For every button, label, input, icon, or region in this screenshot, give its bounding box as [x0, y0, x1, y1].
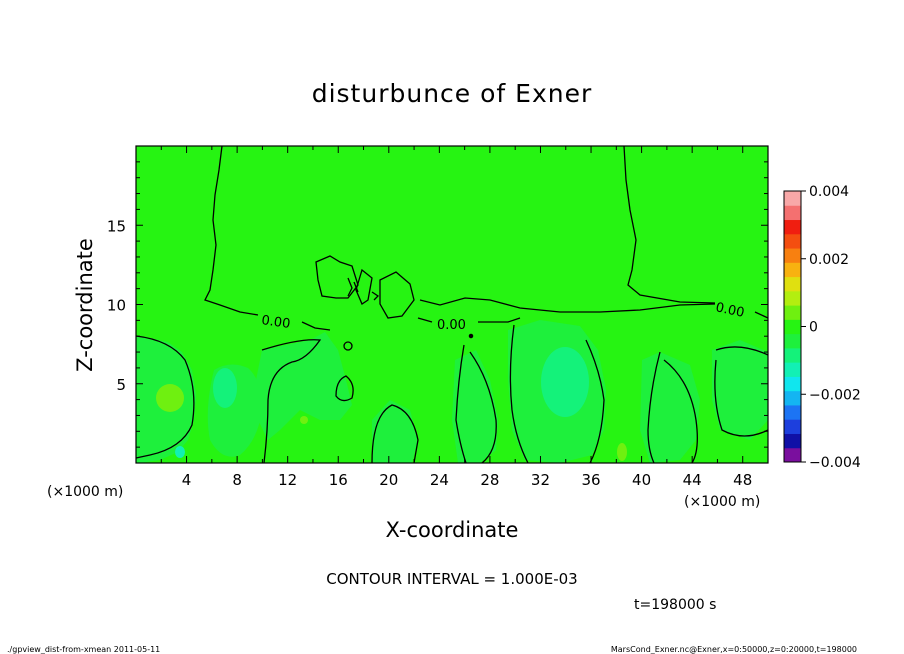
colorbar-swatch — [784, 376, 801, 392]
contour-label: 0.00 — [260, 313, 291, 332]
time-label: t=198000 s — [634, 597, 716, 613]
x-ticks: 4 8 12 16 20 24 28 32 36 40 44 48 — [160, 146, 752, 489]
x-tick-label: 12 — [278, 471, 297, 489]
y-axis-label: Z-coordinate — [73, 238, 97, 372]
x-axis-label: X-coordinate — [386, 518, 519, 542]
colorbar-swatch — [784, 433, 801, 449]
plot-area: 0.00 0.00 0.00 4 8 12 16 20 24 28 32 36 40 44 48 51… — [107, 145, 769, 489]
colorbar-swatch — [784, 276, 801, 292]
colorbar-swatch — [784, 390, 801, 406]
contour-label: 0.00 — [714, 300, 745, 321]
x-tick-label: 24 — [430, 471, 449, 489]
colorbar-swatch — [784, 233, 801, 249]
chart-title: disturbunce of Exner — [312, 79, 593, 108]
x-tick-label: 48 — [733, 471, 752, 489]
x-tick-label: 28 — [480, 471, 499, 489]
colorbar-swatches — [784, 191, 801, 463]
contour-interval-note: CONTOUR INTERVAL = 1.000E-03 — [326, 570, 577, 588]
x-tick-label: 44 — [683, 471, 702, 489]
colorbar-swatch — [784, 347, 801, 363]
negative-cores — [156, 347, 627, 461]
contour-label: 0.00 — [437, 318, 466, 333]
footer-left: ./gpview_dist-from-xmean 2011-05-11 — [7, 645, 160, 654]
colorbar-tick-label: −0.002 — [809, 387, 861, 403]
x-tick-label: 16 — [329, 471, 348, 489]
colorbar-swatch — [784, 262, 801, 278]
colorbar-tick-label: 0.004 — [809, 184, 849, 200]
x-tick-label: 20 — [379, 471, 398, 489]
colorbar-swatch — [784, 333, 801, 349]
x-tick-label: 8 — [232, 471, 242, 489]
colorbar-swatch — [784, 419, 801, 434]
contour-lines — [135, 145, 769, 464]
x-unit-left: (×1000 m) — [47, 484, 123, 500]
y-tick-label: 10 — [107, 297, 126, 315]
y-ticks: 5 10 15 — [107, 161, 768, 448]
colorbar-swatch — [784, 305, 801, 320]
y-tick-label: 15 — [107, 217, 126, 235]
colorbar: 0.004 0.002 0 −0.002 −0.004 — [783, 184, 861, 471]
colorbar-swatch — [784, 290, 801, 306]
x-unit-right: (×1000 m) — [684, 494, 760, 510]
y-tick-label: 5 — [116, 376, 126, 394]
x-tick-label: 36 — [581, 471, 600, 489]
footer-right: MarsCond_Exner.nc@Exner,x=0:50000,z=0:20… — [611, 645, 857, 654]
colorbar-swatch — [784, 205, 801, 221]
x-tick-label: 4 — [182, 471, 192, 489]
colorbar-swatch — [784, 319, 801, 335]
colorbar-swatch — [784, 248, 801, 263]
colorbar-swatch — [784, 191, 801, 206]
x-tick-label: 40 — [632, 471, 651, 489]
colorbar-ticks: 0.004 0.002 0 −0.002 −0.004 — [801, 184, 861, 471]
colorbar-tick-label: 0.002 — [809, 252, 849, 268]
colorbar-swatch — [784, 362, 801, 377]
colorbar-swatch — [784, 404, 801, 420]
colorbar-swatch — [784, 447, 801, 463]
colorbar-swatch — [784, 219, 801, 235]
colorbar-tick-label: 0 — [809, 320, 818, 336]
x-tick-label: 32 — [531, 471, 550, 489]
colorbar-tick-label: −0.004 — [809, 455, 861, 471]
